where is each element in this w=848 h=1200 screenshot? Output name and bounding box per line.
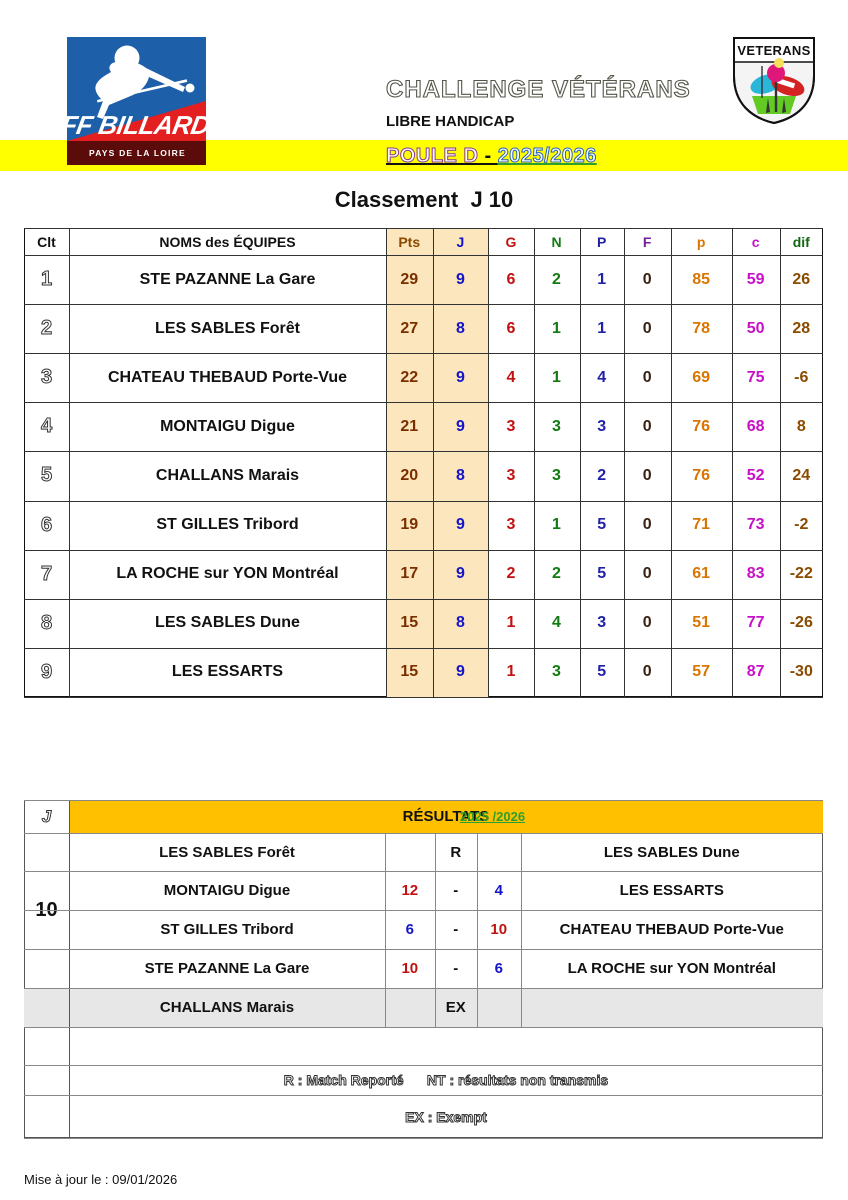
svg-text:VETERANS: VETERANS [737,43,810,58]
svg-text:PAYS DE LA LOIRE: PAYS DE LA LOIRE [89,148,186,158]
svg-text:FF BILLARD: FF BILLARD [67,110,206,140]
